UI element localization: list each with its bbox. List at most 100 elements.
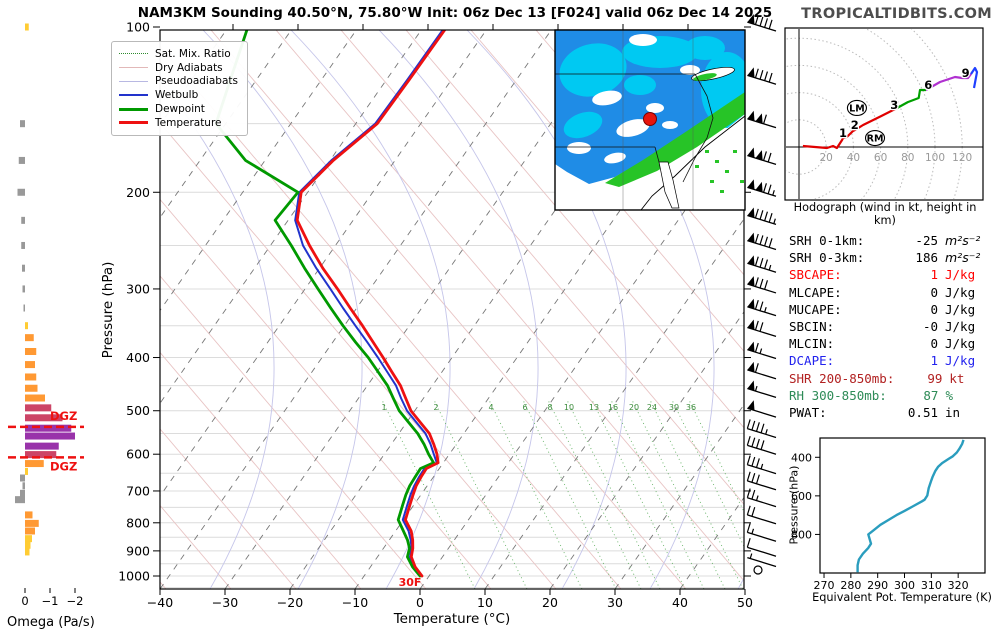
- svg-text:300: 300: [894, 579, 915, 592]
- index-value: -25: [915, 233, 938, 248]
- svg-text:280: 280: [840, 579, 861, 592]
- theta-e-panel: 400 600 800 270 280 290 300 310 320: [791, 437, 986, 592]
- storm-motion-marker-lm: LM: [849, 103, 865, 114]
- legend-item: Sat. Mix. Ratio: [119, 47, 238, 61]
- surface-temp-label: 30F: [399, 576, 422, 589]
- svg-text:800: 800: [126, 515, 150, 530]
- indices-panel: SRH 0-1km: -25 m²s⁻² SRH 0-3km: 186 m²s⁻² SBCA…: [789, 233, 1000, 422]
- svg-text:200: 200: [126, 185, 150, 200]
- svg-text:60: 60: [874, 152, 887, 164]
- svg-text:−2: −2: [67, 594, 84, 608]
- svg-text:300: 300: [126, 281, 150, 296]
- legend-item: Dry Adiabats: [119, 61, 238, 75]
- hodograph-trace-3-6km: [896, 88, 926, 109]
- index-row: SRH 0-1km: -25 m²s⁻²: [789, 233, 1000, 250]
- index-label: SBCIN:: [789, 318, 835, 334]
- index-row: MLCIN: 0 J/kg: [789, 336, 1000, 353]
- svg-text:30: 30: [669, 403, 679, 412]
- index-label: MLCAPE:: [789, 284, 842, 300]
- svg-text:24: 24: [647, 403, 657, 412]
- storm-motion-marker-rm: RM: [867, 134, 884, 145]
- index-label: SHR 200-850mb:: [789, 370, 895, 386]
- index-value: 1: [930, 267, 938, 283]
- svg-text:20: 20: [820, 152, 833, 164]
- legend-item-label: Wetbulb: [155, 89, 199, 102]
- index-label: SRH 0-1km:: [789, 233, 865, 248]
- index-label: MUCAPE:: [789, 301, 842, 317]
- index-value: -0: [922, 318, 938, 334]
- theta-e-y-axis-title: Pressure (hPa): [787, 465, 801, 545]
- hodograph-trace-0-3km: [802, 107, 898, 150]
- svg-text:900: 900: [126, 543, 150, 558]
- svg-text:−30: −30: [212, 595, 238, 610]
- svg-text:−10: −10: [342, 595, 368, 610]
- svg-text:6: 6: [522, 403, 527, 412]
- index-unit: in: [945, 404, 961, 420]
- hodograph-trace-6-9km: [925, 73, 972, 91]
- index-value: 0: [930, 284, 938, 300]
- index-label: SBCAPE:: [789, 267, 842, 283]
- svg-text:80: 80: [901, 152, 914, 164]
- skewt-legend: Sat. Mix. Ratio Dry Adiabats Pseudoadiabat…: [111, 41, 248, 136]
- svg-text:8: 8: [547, 403, 552, 412]
- index-value: 1: [930, 353, 938, 369]
- index-label: PWAT:: [789, 404, 827, 420]
- index-unit: J/kg: [945, 318, 976, 334]
- svg-text:1000: 1000: [118, 569, 150, 584]
- omega-axis-title: Omega (Pa/s): [7, 615, 95, 630]
- index-unit: m²s⁻²: [945, 233, 981, 248]
- index-row: DCAPE: 1 J/kg: [789, 353, 1000, 370]
- hodograph-height-label: 3: [890, 98, 898, 112]
- dgz-label: DGZ: [50, 459, 77, 473]
- brand-logo: TROPICALTIDBITS.COM: [801, 6, 992, 22]
- svg-text:0: 0: [21, 594, 28, 608]
- legend-item-label: Temperature: [155, 116, 222, 129]
- svg-text:20: 20: [542, 595, 558, 610]
- svg-text:310: 310: [921, 579, 942, 592]
- svg-text:600: 600: [791, 490, 812, 503]
- svg-text:800: 800: [791, 528, 812, 541]
- legend-item: Wetbulb: [119, 88, 238, 102]
- index-unit: %: [945, 387, 953, 403]
- legend-line-swatch: [119, 53, 148, 55]
- svg-text:400: 400: [126, 350, 150, 365]
- index-row: SHR 200-850mb: 99 kt: [789, 371, 1000, 388]
- wind-barbs: [746, 14, 777, 575]
- mixing-ratio-labels: 1 2 4 6 8 10 13 16 20 24 30 36: [381, 403, 696, 412]
- index-unit: J/kg: [945, 353, 976, 369]
- theta-e-curve: [856, 439, 965, 573]
- index-unit: J/kg: [945, 267, 976, 283]
- svg-text:120: 120: [952, 152, 972, 164]
- legend-line-swatch: [119, 67, 148, 69]
- omega-panel: DGZ DGZ 0 −1 −2: [8, 23, 84, 608]
- index-unit: J/kg: [945, 301, 976, 317]
- index-unit: m²s⁻²: [945, 250, 981, 266]
- legend-item-label: Dry Adiabats: [155, 61, 223, 74]
- svg-text:270: 270: [814, 579, 835, 592]
- legend-item-label: Pseudoadiabats: [155, 75, 238, 88]
- legend-item: Pseudoadiabats: [119, 75, 238, 89]
- svg-text:−20: −20: [277, 595, 303, 610]
- svg-text:10: 10: [564, 403, 574, 412]
- index-label: DCAPE:: [789, 353, 835, 369]
- legend-line-swatch: [119, 80, 148, 82]
- svg-text:50: 50: [737, 595, 753, 610]
- skewt-x-axis-title: Temperature (°C): [393, 611, 511, 627]
- legend-item: Temperature: [119, 116, 238, 130]
- legend-item-label: Sat. Mix. Ratio: [155, 47, 231, 60]
- svg-text:600: 600: [126, 447, 150, 462]
- svg-text:10: 10: [477, 595, 493, 610]
- sounding-location-marker: [643, 112, 657, 126]
- hodograph-height-label: 9: [962, 66, 970, 80]
- index-row: SRH 0-3km: 186 m²s⁻²: [789, 250, 1000, 267]
- sounding-curves: [214, 30, 447, 578]
- svg-text:40: 40: [672, 595, 688, 610]
- svg-text:4: 4: [488, 403, 493, 412]
- dewpoint-curve: [214, 30, 436, 578]
- legend-line-swatch: [119, 107, 148, 111]
- index-row: RH 300-850mb: 87%: [789, 388, 1000, 405]
- svg-text:700: 700: [126, 483, 150, 498]
- svg-text:36: 36: [686, 403, 696, 412]
- hodograph-height-label: 6: [924, 78, 932, 92]
